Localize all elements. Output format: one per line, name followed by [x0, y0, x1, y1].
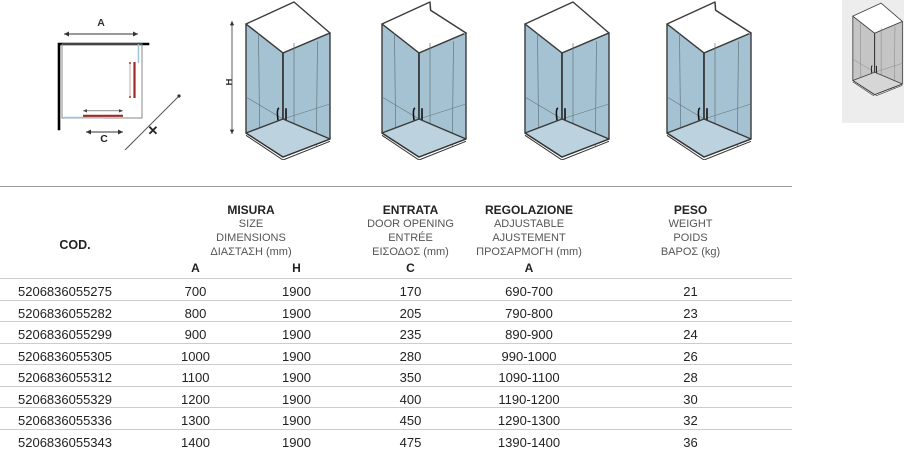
- svg-text:A: A: [97, 17, 105, 29]
- svg-text:✕: ✕: [148, 123, 159, 138]
- svg-text:C: C: [100, 133, 108, 145]
- svg-text:H: H: [226, 78, 235, 85]
